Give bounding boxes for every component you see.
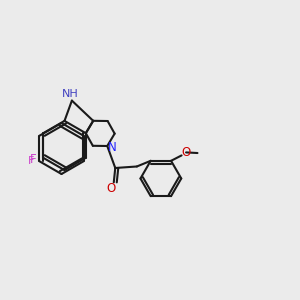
Text: F: F <box>28 156 34 166</box>
Text: N: N <box>107 141 116 154</box>
Text: O: O <box>107 182 116 196</box>
Text: O: O <box>182 146 191 159</box>
Text: F: F <box>30 153 37 166</box>
Text: NH: NH <box>62 89 79 99</box>
